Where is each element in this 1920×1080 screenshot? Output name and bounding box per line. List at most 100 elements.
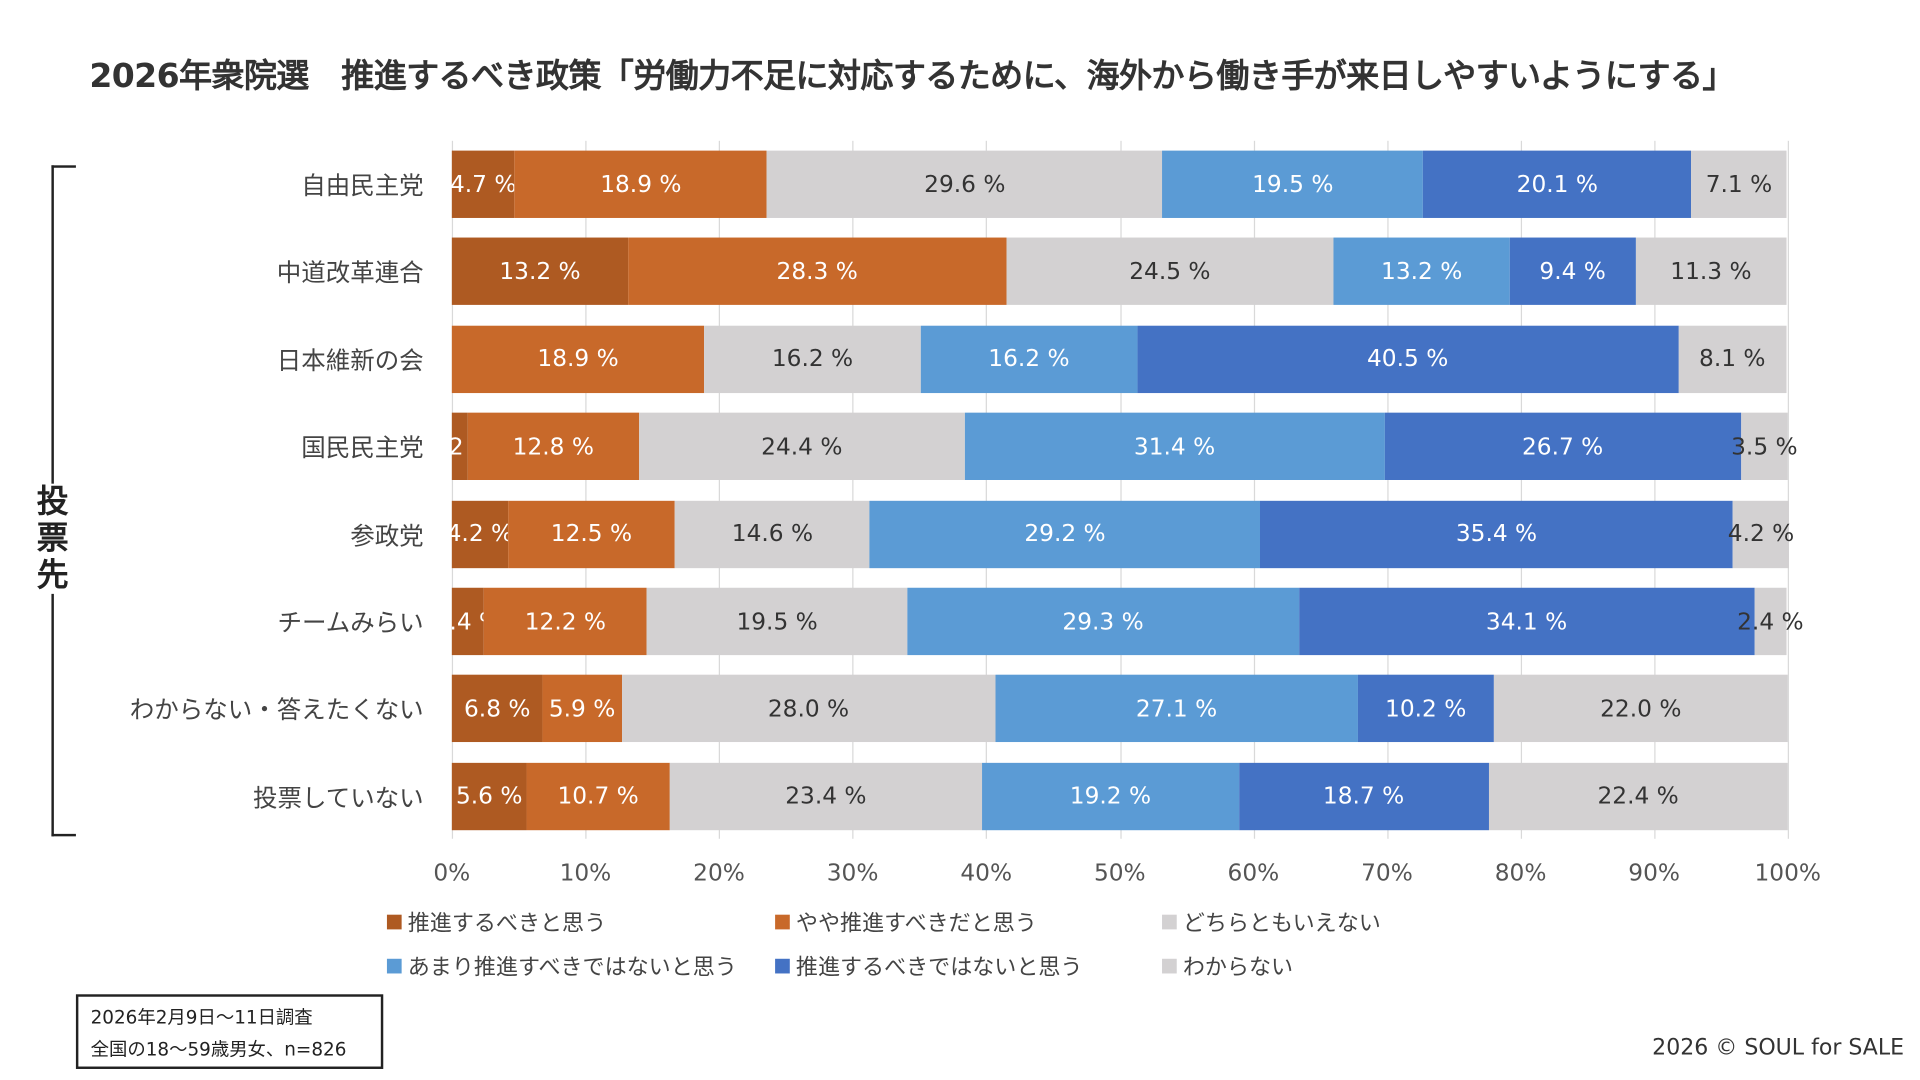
category-label: わからない・答えたくない [129, 695, 424, 725]
data-label: 31.4 % [1133, 433, 1216, 461]
legend-item: やや推進すべきだと思う [775, 906, 1037, 938]
data-label: 16.2 % [771, 345, 854, 373]
category-label: 自由民主党 [301, 170, 424, 201]
bar-segment: 28.0 % [621, 675, 996, 743]
bar-segment: 9.4 % [1509, 238, 1636, 306]
x-tick-label: 80% [1494, 859, 1547, 887]
gridline [1253, 140, 1255, 839]
bar-segment: 16.2 % [704, 325, 921, 393]
bar-segment: 7.1 % [1691, 150, 1787, 218]
bar-segment: 4.2 % [1728, 500, 1794, 568]
bar-segment: 3.5 % [1731, 412, 1798, 481]
data-label: 22.0 % [1600, 695, 1682, 723]
category-label: 投票していない [252, 782, 424, 813]
legend-swatch [775, 914, 790, 930]
data-label: 4.2 % [1727, 520, 1795, 548]
legend-label: 推進するべきではないと思う [795, 955, 1083, 981]
data-label: 13.2 % [1381, 258, 1463, 286]
legend-label: やや推進すべきだと思う [795, 911, 1037, 937]
bar-segment: 4.2 % [447, 500, 513, 568]
data-label: 29.3 % [1062, 607, 1144, 635]
legend-item: わからない [1162, 950, 1293, 982]
data-label: 4.2 % [446, 520, 514, 548]
bar-segment: 29.3 % [907, 587, 1299, 656]
bar-segment: 19.5 % [1162, 150, 1424, 218]
data-label: 34.1 % [1485, 607, 1568, 635]
gridline [719, 140, 721, 839]
legend-label: 推進するべきと思う [407, 911, 607, 937]
x-tick-label: 50% [1093, 859, 1146, 887]
data-label: 5.6 % [455, 782, 523, 810]
bar-segment: 13.2 % [451, 238, 629, 306]
data-label: 11.3 % [1670, 258, 1752, 286]
gridline [585, 140, 587, 839]
chart-title: 2026年衆院選 推進するべき政策「労働力不足に対応するために、海外から働き手が… [89, 57, 1735, 96]
legend-label: あまり推進すべきではないと思う [407, 955, 737, 981]
data-label: 19.5 % [736, 607, 818, 635]
legend-swatch [386, 914, 402, 930]
bar-segment: 10.7 % [526, 762, 670, 830]
x-tick-label: 0% [433, 859, 471, 887]
data-label: 18.9 % [537, 345, 619, 373]
x-tick-label: 90% [1628, 859, 1681, 887]
legend-swatch [1162, 958, 1177, 974]
data-label: 24.5 % [1129, 258, 1211, 286]
data-label: 2.4 % [1737, 607, 1804, 635]
legend-swatch [386, 958, 402, 974]
data-label: 12.2 % [524, 607, 607, 635]
survey-period: 2026年2月9日〜11日調査 [90, 1006, 313, 1029]
bar-segment: 24.5 % [1006, 238, 1334, 306]
bar-segment: 11.3 % [1635, 238, 1787, 306]
bar-segment: 8.1 % [1678, 325, 1787, 393]
bar-segment: 29.6 % [767, 150, 1163, 218]
gridline [451, 140, 454, 839]
data-label: 23.4 % [785, 782, 867, 810]
data-label: 18.9 % [600, 170, 682, 198]
data-label: 22.4 % [1597, 782, 1679, 810]
gridline [1386, 140, 1389, 839]
data-label: 3.5 % [1731, 433, 1798, 461]
data-label: 8.1 % [1699, 345, 1766, 373]
bar-segment: 13.2 % [1333, 238, 1510, 306]
data-label: 27.1 % [1135, 695, 1218, 723]
bar-segment: 27.1 % [995, 675, 1358, 743]
gridline [1787, 140, 1789, 839]
data-label: 28.0 % [767, 695, 850, 723]
data-label: 19.5 % [1252, 170, 1334, 198]
bar-segment: 22.0 % [1493, 675, 1788, 743]
data-label: 40.5 % [1367, 345, 1449, 373]
bar-segment: 19.5 % [646, 587, 908, 656]
bar-segment: 31.4 % [964, 412, 1385, 481]
x-tick-label: 70% [1361, 859, 1413, 887]
survey-note: 2026年2月9日〜11日調査 全国の18〜59歳男女、n=826 [75, 994, 384, 1069]
data-label: 10.2 % [1385, 695, 1467, 723]
bar-segment: 28.3 % [628, 238, 1007, 306]
category-label: 中道改革連合 [276, 258, 424, 288]
x-tick-label: 40% [960, 859, 1013, 887]
data-label: 29.6 % [924, 170, 1006, 198]
bar-segment: 4.7 % [450, 150, 516, 218]
data-label: 29.2 % [1024, 520, 1106, 548]
copyright: 2026 © SOUL for SALE [1652, 1034, 1905, 1061]
legend-label: わからない [1182, 955, 1294, 981]
gridline [852, 140, 854, 839]
bar-segment: 16.2 % [920, 325, 1138, 393]
data-label: 28.3 % [776, 258, 858, 286]
y-axis-label: 投票先 [31, 483, 74, 594]
bar-segment: 2.4 % [435, 587, 501, 656]
bar-segment: 12.5 % [507, 500, 675, 568]
bar-segment: 40.5 % [1137, 325, 1679, 393]
data-label: 9.4 % [1539, 258, 1606, 286]
category-label: 国民民主党 [301, 433, 424, 463]
data-label: 14.6 % [731, 520, 814, 548]
legend-item: 推進するべきではないと思う [775, 950, 1082, 982]
bar-segment: 19.2 % [982, 762, 1239, 830]
bar-segment: 12.2 % [483, 587, 647, 656]
y-axis-label-text: 投票先 [36, 483, 69, 594]
bar-segment: 24.4 % [638, 412, 965, 481]
survey-sample: 全国の18〜59歳男女、n=826 [90, 1038, 347, 1061]
category-label: 参政党 [350, 520, 424, 550]
bar-segment: 14.6 % [674, 500, 870, 568]
bar-segment: 20.1 % [1423, 150, 1692, 218]
